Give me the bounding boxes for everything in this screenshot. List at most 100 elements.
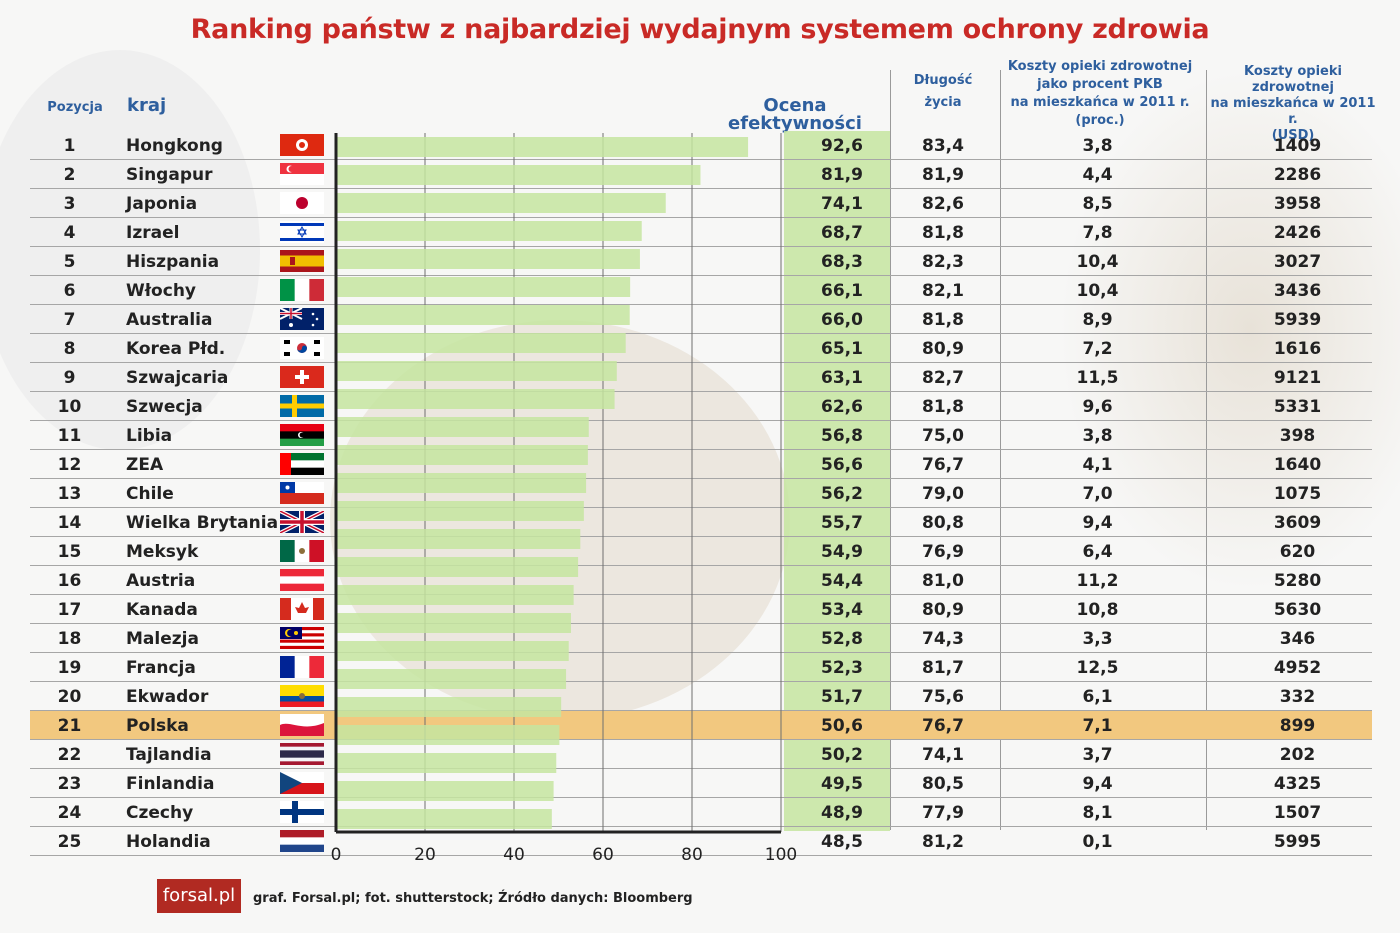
- x-tick-label: 0: [331, 845, 342, 865]
- country-cell: Malezja: [126, 629, 199, 649]
- separator-pct: [1000, 70, 1001, 830]
- country-cell: Austria: [126, 571, 196, 591]
- life-expectancy-cell: 74,1: [922, 745, 964, 765]
- table-row: 20 Ekwador 51,7 75,6 6,1 332: [30, 682, 1372, 711]
- cost-pct-cell: 3,8: [1082, 136, 1113, 156]
- position-cell: 13: [57, 484, 82, 504]
- score-cell: 55,7: [821, 513, 863, 533]
- cost-pct-cell: 7,8: [1082, 223, 1113, 243]
- position-cell: 18: [57, 629, 82, 649]
- nl-flag: [280, 830, 324, 852]
- header-pct-line3: na mieszkańca w 2011 r.: [1010, 95, 1190, 110]
- bar: [336, 557, 579, 577]
- forsal-logo[interactable]: forsal.pl: [157, 879, 241, 913]
- life-expectancy-cell: 80,9: [922, 600, 964, 620]
- header-position: Pozycja: [47, 100, 103, 115]
- pl-flag: [280, 714, 324, 736]
- cost-pct-cell: 4,1: [1082, 455, 1113, 475]
- country-cell: Wielka Brytania: [126, 513, 279, 533]
- cost-pct-cell: 10,4: [1076, 281, 1119, 301]
- life-expectancy-cell: 82,7: [922, 368, 964, 388]
- header-life-line1: Długość: [913, 73, 973, 88]
- bar: [336, 445, 588, 465]
- country-cell: Kanada: [126, 600, 198, 620]
- cost-pct-cell: 0,1: [1082, 832, 1113, 852]
- cost-pct-cell: 12,5: [1076, 658, 1119, 678]
- cost-usd-cell: 9121: [1273, 368, 1322, 388]
- bar: [336, 585, 574, 605]
- separator-usd: [1206, 70, 1207, 830]
- il-flag: [280, 221, 324, 243]
- score-cell: 52,8: [821, 629, 863, 649]
- position-cell: 15: [57, 542, 82, 562]
- bar: [336, 725, 560, 745]
- cost-usd-cell: 3436: [1273, 281, 1322, 301]
- life-expectancy-cell: 76,9: [922, 542, 964, 562]
- cost-pct-cell: 10,8: [1076, 600, 1119, 620]
- bar: [336, 529, 581, 549]
- position-cell: 10: [57, 397, 82, 417]
- table-row: 7 Australia 66,0 81,8 8,9 5939: [30, 305, 1372, 334]
- jp-flag: [280, 192, 324, 214]
- position-cell: 22: [57, 745, 82, 765]
- cost-usd-cell: 202: [1279, 745, 1316, 765]
- header-usd-line3: na mieszkańca w 2011 r.: [1210, 96, 1376, 127]
- score-cell: 51,7: [821, 687, 863, 707]
- score-cell: 50,2: [821, 745, 863, 765]
- score-cell: 66,0: [821, 310, 863, 330]
- position-cell: 14: [57, 513, 82, 533]
- cost-pct-cell: 6,4: [1082, 542, 1113, 562]
- life-expectancy-cell: 81,8: [922, 397, 964, 417]
- position-cell: 16: [57, 571, 82, 591]
- ranking-table: 1 Hongkong 92,6 83,4 3,8 1409 2 Singapur 81,9 81,…: [30, 131, 1372, 856]
- header-pct-line2: jako procent PKB: [1037, 77, 1163, 92]
- country-cell: Hiszpania: [126, 252, 220, 272]
- cost-usd-cell: 2286: [1273, 165, 1322, 185]
- header-cost-usd: Koszty opieki zdrowotnej na mieszkańca w…: [1208, 64, 1378, 144]
- se-flag: [280, 395, 324, 417]
- country-cell: Włochy: [126, 281, 197, 301]
- bar: [336, 193, 666, 213]
- ae-flag: [280, 453, 324, 475]
- country-cell: Japonia: [126, 194, 198, 214]
- table-row: 2 Singapur 81,9 81,9 4,4 2286: [30, 160, 1372, 189]
- bar: [336, 249, 640, 269]
- cost-usd-cell: 5280: [1273, 571, 1322, 591]
- cost-pct-cell: 9,6: [1082, 397, 1113, 417]
- cost-usd-cell: 3958: [1273, 194, 1322, 214]
- cost-usd-cell: 899: [1279, 716, 1316, 736]
- my-flag: [280, 627, 324, 649]
- bar: [336, 669, 567, 689]
- bar: [336, 389, 615, 409]
- cost-usd-cell: 5939: [1273, 310, 1322, 330]
- score-cell: 92,6: [821, 136, 863, 156]
- cost-usd-cell: 4952: [1273, 658, 1322, 678]
- country-cell: Holandia: [126, 832, 211, 852]
- position-cell: 6: [63, 281, 76, 301]
- position-cell: 23: [57, 774, 82, 794]
- th-flag: [280, 743, 324, 765]
- life-expectancy-cell: 81,8: [922, 310, 964, 330]
- header-country: kraj: [127, 95, 167, 116]
- header-usd-line1: Koszty opieki: [1244, 64, 1342, 79]
- country-cell: Ekwador: [126, 687, 209, 707]
- table-row: 13 Chile 56,2 79,0 7,0 1075: [30, 479, 1372, 508]
- score-cell: 56,8: [821, 426, 863, 446]
- kr-flag: [280, 337, 324, 359]
- life-expectancy-cell: 82,3: [922, 252, 964, 272]
- header-life-expectancy: Długość życia: [900, 72, 986, 112]
- footer-credits: graf. Forsal.pl; fot. shutterstock; Źród…: [253, 891, 693, 906]
- bar: [336, 641, 569, 661]
- at-flag: [280, 569, 324, 591]
- country-cell: Libia: [126, 426, 173, 446]
- table-row: 1 Hongkong 92,6 83,4 3,8 1409: [30, 131, 1372, 160]
- position-cell: 19: [57, 658, 82, 678]
- cost-usd-cell: 1409: [1273, 136, 1322, 156]
- bar: [336, 473, 587, 493]
- position-cell: 1: [63, 136, 76, 156]
- cost-usd-cell: 4325: [1273, 774, 1322, 794]
- cost-pct-cell: 8,5: [1082, 194, 1113, 214]
- ca-flag: [280, 598, 324, 620]
- bar: [336, 277, 631, 297]
- life-expectancy-cell: 79,0: [922, 484, 964, 504]
